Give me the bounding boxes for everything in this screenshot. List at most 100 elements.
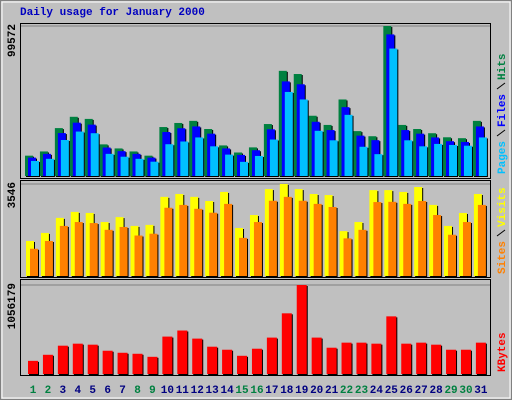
bar bbox=[31, 160, 39, 176]
bar bbox=[284, 91, 293, 176]
bar bbox=[194, 208, 203, 276]
x-tick-label: 15 bbox=[235, 385, 249, 397]
x-tick-label: 8 bbox=[134, 385, 141, 397]
bar bbox=[30, 248, 38, 276]
bar bbox=[105, 153, 114, 176]
bar bbox=[373, 202, 382, 276]
bar bbox=[237, 355, 248, 374]
x-tick-label: 26 bbox=[400, 385, 413, 397]
y-tick-label: 99572 bbox=[7, 24, 19, 57]
bar bbox=[42, 354, 53, 374]
bar bbox=[57, 345, 68, 374]
bar bbox=[449, 144, 458, 176]
bar bbox=[268, 200, 277, 276]
bar bbox=[358, 229, 367, 276]
legend-separator bbox=[496, 129, 506, 137]
x-tick-label: 9 bbox=[149, 385, 156, 397]
x-tick-label: 6 bbox=[104, 385, 111, 397]
x-tick-label: 10 bbox=[161, 385, 174, 397]
bar bbox=[356, 342, 367, 374]
bar bbox=[89, 223, 98, 276]
x-tick-label: 23 bbox=[355, 385, 369, 397]
x-tick-label: 18 bbox=[280, 385, 294, 397]
bar bbox=[132, 353, 143, 374]
bar bbox=[222, 349, 233, 374]
bar bbox=[314, 130, 323, 176]
bar bbox=[192, 338, 203, 374]
bar bbox=[448, 234, 457, 276]
bar bbox=[401, 343, 412, 374]
x-tick-label: 19 bbox=[295, 385, 308, 397]
bar bbox=[269, 139, 278, 176]
x-tick-label: 29 bbox=[444, 385, 457, 397]
legend-label: KBytes bbox=[497, 332, 509, 372]
bar bbox=[117, 352, 128, 374]
bar bbox=[135, 158, 144, 176]
bar bbox=[207, 346, 218, 374]
legend-separator bbox=[496, 82, 506, 90]
bar bbox=[240, 161, 249, 176]
bar bbox=[180, 141, 189, 176]
bar bbox=[59, 225, 68, 276]
x-tick-label: 14 bbox=[220, 385, 234, 397]
x-tick-label: 16 bbox=[250, 385, 263, 397]
bar bbox=[74, 222, 83, 276]
bar bbox=[60, 139, 69, 176]
panel-frame bbox=[20, 180, 491, 278]
bar bbox=[463, 145, 472, 176]
bar bbox=[446, 349, 457, 374]
x-tick-label: 17 bbox=[265, 385, 278, 397]
x-tick-label: 2 bbox=[45, 385, 52, 397]
bar bbox=[460, 349, 471, 374]
bar bbox=[478, 137, 487, 176]
x-tick-label: 24 bbox=[370, 385, 384, 397]
bar bbox=[418, 201, 427, 276]
bar bbox=[239, 237, 248, 276]
bar bbox=[433, 215, 442, 276]
x-tick-label: 20 bbox=[310, 385, 323, 397]
x-tick-label: 21 bbox=[325, 385, 339, 397]
x-tick-label: 12 bbox=[191, 385, 204, 397]
bar bbox=[344, 114, 353, 176]
bar bbox=[326, 347, 337, 374]
x-tick-label: 31 bbox=[474, 385, 488, 397]
x-tick-label: 25 bbox=[385, 385, 399, 397]
bar bbox=[72, 343, 83, 374]
bar bbox=[341, 342, 352, 374]
legend-label: Pages bbox=[497, 141, 509, 174]
x-tick-label: 30 bbox=[459, 385, 472, 397]
bar bbox=[283, 196, 292, 276]
legend-separator bbox=[496, 229, 506, 237]
bar bbox=[416, 342, 427, 374]
bar bbox=[44, 240, 53, 276]
x-tick-label: 13 bbox=[206, 385, 220, 397]
x-tick-label: 7 bbox=[119, 385, 126, 397]
bar bbox=[296, 285, 307, 374]
bar bbox=[329, 140, 338, 176]
bar bbox=[386, 316, 397, 374]
bar bbox=[134, 235, 143, 276]
bar bbox=[87, 344, 98, 374]
bar bbox=[477, 204, 486, 276]
legend-label: Visits bbox=[497, 187, 509, 227]
bar bbox=[210, 146, 219, 176]
bar bbox=[224, 203, 233, 276]
bar bbox=[311, 337, 322, 374]
x-tick-label: 4 bbox=[74, 385, 81, 397]
bar bbox=[254, 155, 263, 176]
bar bbox=[150, 161, 159, 176]
bar bbox=[45, 158, 54, 176]
bar bbox=[209, 212, 218, 276]
bar bbox=[90, 133, 99, 176]
chart-title: Daily usage for January 2000 bbox=[20, 7, 205, 19]
bar bbox=[162, 336, 173, 374]
bar bbox=[75, 131, 84, 176]
x-tick-label: 5 bbox=[89, 385, 96, 397]
x-tick-label: 11 bbox=[176, 385, 190, 397]
bar bbox=[195, 137, 204, 176]
x-tick-label: 22 bbox=[340, 385, 353, 397]
bar bbox=[28, 360, 38, 374]
panel-frame bbox=[20, 279, 491, 376]
